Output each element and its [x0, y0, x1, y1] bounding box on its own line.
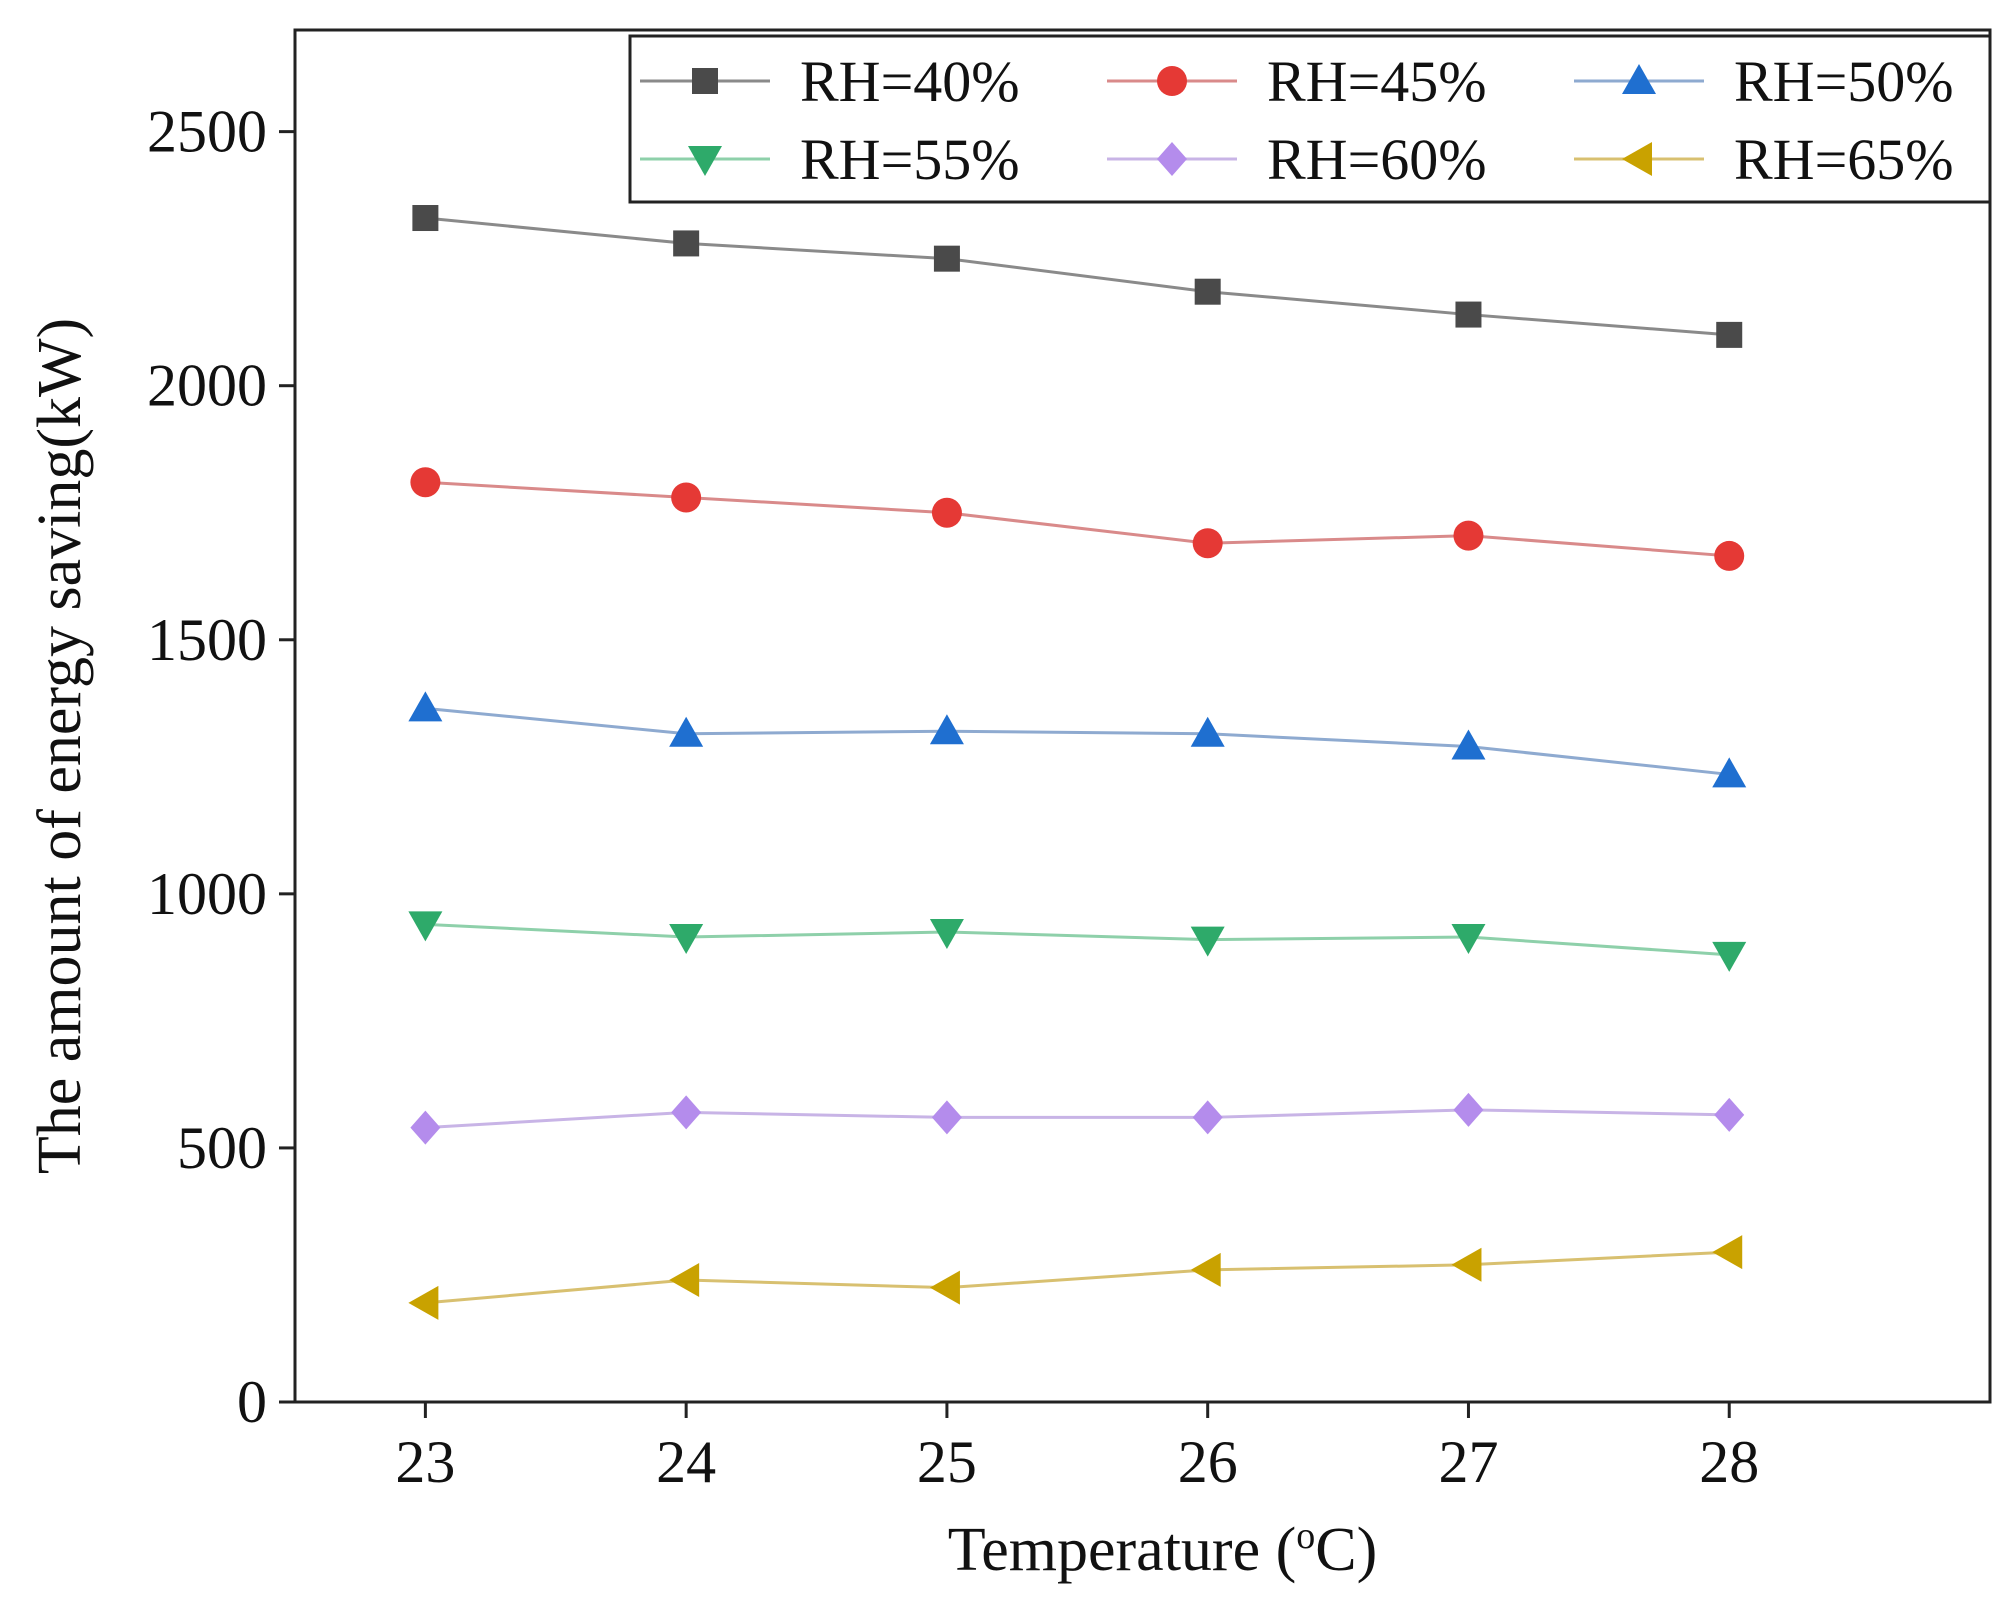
data-point: [1190, 926, 1225, 957]
data-point: [410, 1110, 441, 1145]
data-point: [1192, 1100, 1223, 1135]
legend-box: [628, 34, 1992, 204]
legend-marker: [688, 146, 722, 176]
data-point: [408, 1285, 439, 1320]
legend-item: RH=50%: [1574, 49, 1954, 114]
data-point: [1714, 1097, 1745, 1132]
data-point: [408, 911, 443, 942]
data-point: [1712, 1235, 1743, 1270]
legend-marker: [1622, 64, 1656, 94]
data-point: [1190, 716, 1225, 747]
data-point: [929, 714, 964, 745]
data-point: [669, 1263, 700, 1298]
data-point: [671, 1095, 702, 1130]
legend-item: RH=55%: [640, 127, 1020, 192]
legend-label: RH=50%: [1734, 49, 1954, 114]
y-tick-label: 1500: [147, 607, 267, 673]
series-line: [425, 480, 1730, 558]
data-point: [410, 467, 441, 498]
plot-frame: [293, 28, 1992, 1404]
series-line: [425, 922, 1730, 957]
y-axis-title: The amount of energy saving(kW): [26, 318, 94, 1174]
series-line: [425, 1108, 1730, 1130]
x-tick-label: 26: [1178, 1429, 1238, 1495]
legend-marker: [1157, 142, 1187, 176]
x-tick-label: 23: [395, 1429, 455, 1495]
legend-item: RH=60%: [1107, 127, 1487, 192]
series-layer: [408, 205, 1747, 1320]
legend-label: RH=60%: [1267, 127, 1487, 192]
series-rh65: [408, 1235, 1743, 1320]
data-point: [408, 691, 443, 722]
legend-label: RH=40%: [800, 49, 1020, 114]
data-point: [929, 918, 964, 949]
series-line: [425, 706, 1730, 776]
data-point: [1714, 540, 1745, 571]
data-point: [1455, 301, 1482, 328]
legend-item: RH=45%: [1107, 49, 1487, 114]
data-point: [669, 716, 704, 747]
data-point: [1451, 729, 1486, 760]
series-rh45: [410, 467, 1745, 571]
data-point: [1194, 278, 1221, 305]
legend-marker: [1157, 66, 1187, 96]
data-point: [1451, 1247, 1482, 1282]
x-axis-title: Temperature (oC): [948, 1515, 1378, 1584]
y-tick-label: 2500: [147, 99, 267, 165]
data-point: [671, 482, 702, 513]
data-point: [931, 497, 962, 528]
plot-area: [293, 28, 1992, 1404]
y-tick-label: 0: [237, 1369, 267, 1435]
data-point: [1712, 941, 1747, 972]
x-tick-label: 24: [656, 1429, 716, 1495]
data-point: [669, 924, 704, 955]
data-point: [1192, 528, 1223, 559]
data-point: [1451, 924, 1486, 955]
legend-item: RH=65%: [1574, 127, 1954, 192]
data-point: [933, 245, 960, 272]
series-rh60: [410, 1092, 1745, 1145]
series-rh55: [408, 911, 1747, 972]
y-tick-label: 2000: [147, 353, 267, 419]
axes: 0 500 1000 1500 2000 2500 23 24 25 26 27 28: [147, 99, 1759, 1495]
series-rh40: [412, 205, 1743, 348]
data-point: [1453, 520, 1484, 551]
series-rh50: [408, 691, 1747, 788]
series-line: [425, 1250, 1730, 1305]
data-point: [1453, 1092, 1484, 1127]
legend-marker: [1622, 142, 1652, 176]
x-tick-label: 28: [1699, 1429, 1759, 1495]
data-point: [1190, 1252, 1221, 1287]
legend: RH=40% RH=45% RH=50% RH=55% RH=60% RH=65%: [628, 34, 1992, 204]
data-point: [1712, 757, 1747, 788]
legend-item: RH=40%: [640, 49, 1020, 114]
data-point: [1716, 321, 1743, 348]
x-tick-label: 27: [1438, 1429, 1498, 1495]
data-point: [673, 230, 700, 257]
legend-label: RH=45%: [1267, 49, 1487, 114]
y-tick-label: 500: [177, 1115, 267, 1181]
series-line: [425, 216, 1730, 337]
y-tick-label: 1000: [147, 861, 267, 927]
legend-marker: [692, 68, 718, 94]
data-point: [931, 1100, 962, 1135]
data-point: [929, 1270, 960, 1305]
x-tick-label: 25: [917, 1429, 977, 1495]
legend-label: RH=55%: [800, 127, 1020, 192]
legend-label: RH=65%: [1734, 127, 1954, 192]
data-point: [412, 205, 439, 232]
